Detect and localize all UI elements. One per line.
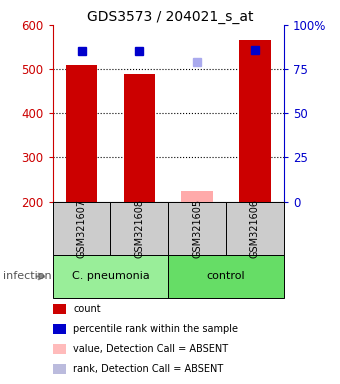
Text: C. pneumonia: C. pneumonia <box>72 271 149 281</box>
Bar <box>66 65 98 202</box>
Bar <box>239 40 271 202</box>
Text: rank, Detection Call = ABSENT: rank, Detection Call = ABSENT <box>73 364 223 374</box>
Bar <box>181 190 213 202</box>
Text: control: control <box>207 271 245 281</box>
Text: GSM321605: GSM321605 <box>192 199 202 258</box>
Text: count: count <box>73 304 101 314</box>
Text: infection: infection <box>3 271 52 281</box>
Bar <box>123 74 155 202</box>
Text: percentile rank within the sample: percentile rank within the sample <box>73 324 238 334</box>
Text: GSM321608: GSM321608 <box>134 199 144 258</box>
Text: GSM321607: GSM321607 <box>76 199 87 258</box>
Text: value, Detection Call = ABSENT: value, Detection Call = ABSENT <box>73 344 228 354</box>
Text: GSM321606: GSM321606 <box>250 199 260 258</box>
Text: GDS3573 / 204021_s_at: GDS3573 / 204021_s_at <box>87 10 253 23</box>
